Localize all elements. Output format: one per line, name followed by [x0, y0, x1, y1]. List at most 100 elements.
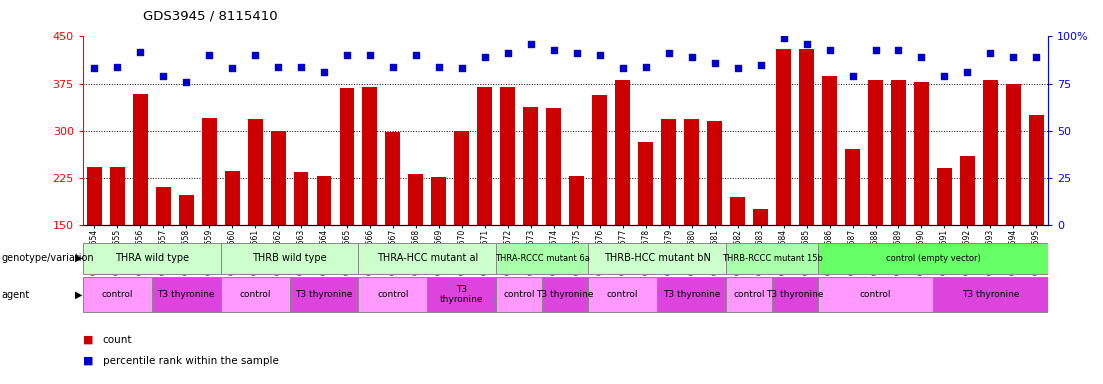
Point [339, 52, 356, 58]
Text: ▶: ▶ [75, 290, 83, 300]
Bar [156, 187, 171, 319]
Bar [202, 118, 216, 319]
Text: THRA-RCCC mutant 6a: THRA-RCCC mutant 6a [495, 254, 590, 263]
Bar [772, 277, 818, 312]
Text: control: control [101, 290, 133, 299]
Point [774, 35, 792, 41]
Bar [592, 96, 608, 319]
Bar [247, 119, 263, 319]
Text: percentile rank within the sample: percentile rank within the sample [103, 356, 278, 366]
Bar [317, 176, 332, 319]
Point [85, 65, 103, 71]
Point [315, 69, 333, 75]
Bar [496, 243, 588, 274]
Text: control: control [859, 290, 891, 299]
Bar [661, 119, 676, 319]
Text: ▶: ▶ [75, 253, 83, 263]
Text: THRA-HCC mutant al: THRA-HCC mutant al [377, 253, 478, 263]
Bar [225, 171, 239, 319]
Point [591, 52, 609, 58]
Bar [753, 209, 768, 319]
Text: T3 thyronine: T3 thyronine [767, 290, 824, 299]
Bar [523, 107, 538, 319]
Bar [707, 121, 722, 319]
Point [959, 69, 976, 75]
Bar [588, 243, 726, 274]
Point [706, 60, 724, 66]
Point [292, 63, 310, 70]
Text: THRB-HCC mutant bN: THRB-HCC mutant bN [603, 253, 710, 263]
Bar [221, 243, 358, 274]
Bar [151, 277, 221, 312]
Text: T3 thyronine: T3 thyronine [158, 290, 215, 299]
Text: THRA wild type: THRA wild type [115, 253, 189, 263]
Point [867, 46, 885, 53]
Bar [868, 80, 884, 319]
Bar [289, 277, 358, 312]
Point [982, 50, 999, 56]
Text: control: control [607, 290, 639, 299]
Point [821, 46, 838, 53]
Bar [818, 243, 1048, 274]
Bar [179, 195, 194, 319]
Bar [501, 87, 515, 319]
Bar [340, 88, 354, 319]
Point [522, 41, 539, 47]
Bar [270, 131, 286, 319]
Bar [221, 277, 289, 312]
Bar [496, 277, 543, 312]
Point [499, 50, 516, 56]
Point [636, 63, 654, 70]
Point [131, 48, 149, 55]
Point [1028, 54, 1046, 60]
Bar [914, 82, 929, 319]
Text: genotype/variation: genotype/variation [1, 253, 94, 263]
Bar [408, 174, 424, 319]
Bar [132, 94, 148, 319]
Text: control: control [733, 290, 764, 299]
Bar [777, 49, 791, 319]
Point [384, 63, 401, 70]
Bar [983, 80, 998, 319]
Bar [588, 277, 657, 312]
Bar [385, 132, 400, 319]
Bar [454, 131, 470, 319]
Bar [87, 167, 101, 319]
Bar [427, 277, 496, 312]
Bar [960, 156, 975, 319]
Bar [1029, 115, 1043, 319]
Bar [546, 108, 561, 319]
Text: agent: agent [1, 290, 30, 300]
Point [545, 46, 563, 53]
Point [797, 41, 815, 47]
Text: control (empty vector): control (empty vector) [886, 254, 981, 263]
Bar [639, 142, 653, 319]
Point [1005, 54, 1022, 60]
Point [614, 65, 632, 71]
Point [430, 63, 448, 70]
Point [683, 54, 700, 60]
Bar [684, 119, 699, 319]
Text: ■: ■ [83, 335, 94, 345]
Point [361, 52, 378, 58]
Bar [543, 277, 588, 312]
Point [752, 62, 770, 68]
Bar [358, 277, 427, 312]
Bar [358, 243, 496, 274]
Bar [83, 243, 221, 274]
Text: T3 thyronine: T3 thyronine [962, 290, 1019, 299]
Text: T3 thyronine: T3 thyronine [296, 290, 353, 299]
Bar [569, 176, 585, 319]
Point [154, 73, 172, 79]
Point [660, 50, 677, 56]
Point [407, 52, 425, 58]
Text: ■: ■ [83, 356, 94, 366]
Text: T3
thyronine: T3 thyronine [440, 285, 483, 305]
Bar [109, 167, 125, 319]
Text: control: control [377, 290, 409, 299]
Point [178, 79, 195, 85]
Bar [1006, 84, 1021, 319]
Point [844, 73, 861, 79]
Text: count: count [103, 335, 132, 345]
Point [729, 65, 747, 71]
